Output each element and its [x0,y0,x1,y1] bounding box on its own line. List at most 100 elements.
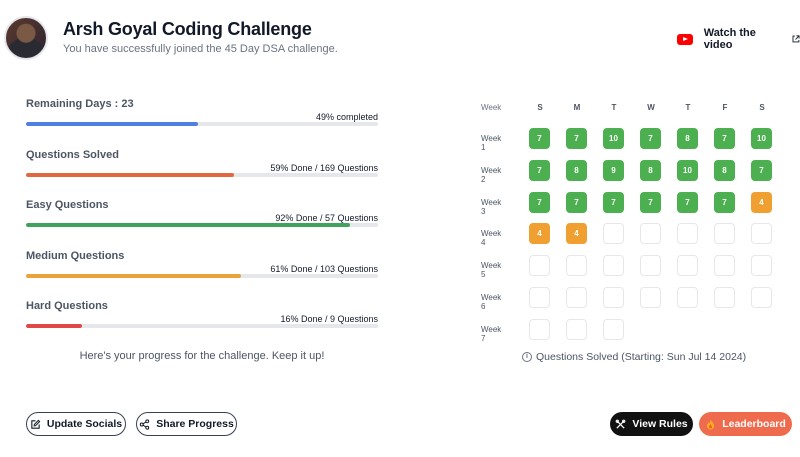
update-socials-button[interactable]: Update Socials [26,412,126,436]
watch-video-link[interactable]: Watch the video [677,27,800,51]
day-cell: 10 [751,128,772,149]
day-cell: 7 [751,159,772,181]
stat-row: Easy Questions 92% Done / 57 Questions [26,199,378,250]
day-cell: 9 [603,159,624,181]
external-link-icon [792,35,800,43]
progress-fill [26,172,234,177]
header: Arsh Goyal Coding Challenge You have suc… [4,16,796,64]
calendar-header-label: Week [481,103,502,112]
day-cell [603,287,624,308]
day-cell [677,255,698,277]
calendar-day-header: S [537,103,543,112]
avatar [4,16,48,60]
week-label: Week 5 [481,261,502,280]
day-cell: 7 [529,191,550,213]
stat-row: Questions Solved 59% Done / 169 Questions [26,149,378,200]
day-cell: 7 [529,128,550,149]
week-label: Week 3 [481,197,502,216]
day-cell: 7 [640,128,661,149]
stat-row: Medium Questions 61% Done / 103 Questions [26,250,378,301]
tools-icon [616,419,626,429]
calendar-day-header: T [611,103,617,112]
day-cell [566,318,587,340]
view-rules-button[interactable]: View Rules [610,412,693,436]
progress-stats: Remaining Days : 23 49% completed Question… [26,98,378,351]
stat-label: Questions Solved [26,148,119,161]
day-cell: 4 [751,191,772,213]
progress-message: Here's your progress for the challenge. … [79,350,325,362]
update-socials-label: Update Socials [46,418,123,430]
day-cell [640,287,661,308]
day-cell [603,255,624,277]
day-cell [529,318,550,340]
day-cell: 10 [603,128,624,149]
stat-note: 61% Done / 103 Questions [270,263,378,274]
share-progress-button[interactable]: Share Progress [136,412,237,436]
share-progress-label: Share Progress [156,418,234,430]
day-cell: 8 [714,159,735,181]
calendar-footnote: i Questions Solved (Starting: Sun Jul 14… [522,351,746,363]
day-cell [603,223,624,245]
day-cell [714,287,735,308]
calendar-footnote-text: Questions Solved (Starting: Sun Jul 14 2… [536,351,747,363]
day-cell: 7 [714,191,735,213]
stat-label: Easy Questions [26,199,109,211]
day-cell: 7 [640,191,661,213]
progress-fill [26,223,350,227]
day-cell: 7 [603,191,624,213]
progress-bar [26,324,378,328]
day-cell: 4 [529,223,550,245]
watch-video-label: Watch the video [703,27,756,51]
day-cell: 4 [566,223,587,245]
day-cell: 8 [566,159,587,181]
calendar-day-header: S [759,103,765,112]
week-label: Week 6 [481,293,502,311]
progress-bar [26,223,378,227]
day-cell [529,255,550,277]
day-cell: 8 [640,159,661,181]
day-cell [640,255,661,277]
week-label: Week 4 [481,229,502,248]
progress-bar [26,172,378,177]
page-subtitle: You have successfully joined the 45 Day … [63,43,338,55]
day-cell: 7 [566,191,587,213]
progress-fill [26,324,83,328]
week-label: Week 7 [481,324,502,343]
calendar-day-header: M [573,103,581,112]
progress-fill [26,122,199,126]
day-cell [640,223,661,245]
stat-note: 92% Done / 57 Questions [275,213,378,223]
week-label: Week 1 [481,134,502,152]
day-cell: 7 [677,191,698,213]
stat-row: Hard Questions 16% Done / 9 Questions [26,300,378,351]
leaderboard-button[interactable]: Leaderboard [699,412,792,436]
stat-row: Remaining Days : 23 49% completed [26,98,378,149]
day-cell [566,255,587,277]
youtube-icon [677,33,693,45]
day-cell [677,223,698,245]
day-cell: 7 [714,128,735,149]
stat-label: Hard Questions [26,300,108,312]
stat-label: Remaining Days : 23 [26,98,134,110]
day-cell [677,287,698,308]
day-cell [714,255,735,277]
day-cell: 7 [529,159,550,181]
day-cell [751,287,772,308]
day-cell [714,223,735,245]
calendar-day-header: F [722,103,728,112]
week-label: Week 2 [481,165,502,184]
calendar-day-header: T [685,103,691,112]
edit-icon [31,419,41,429]
day-cell [529,287,550,308]
day-cell [603,318,624,340]
leaderboard-label: Leaderboard [722,418,786,430]
progress-fill [26,273,241,278]
page-title: Arsh Goyal Coding Challenge [63,19,312,39]
view-rules-label: View Rules [632,418,688,430]
share-icon [139,418,150,430]
day-cell [566,287,587,308]
stat-note: 59% Done / 169 Questions [270,162,378,173]
stat-note: 49% completed [315,112,378,122]
day-cell: 10 [677,159,698,181]
day-cell: 8 [677,128,698,149]
